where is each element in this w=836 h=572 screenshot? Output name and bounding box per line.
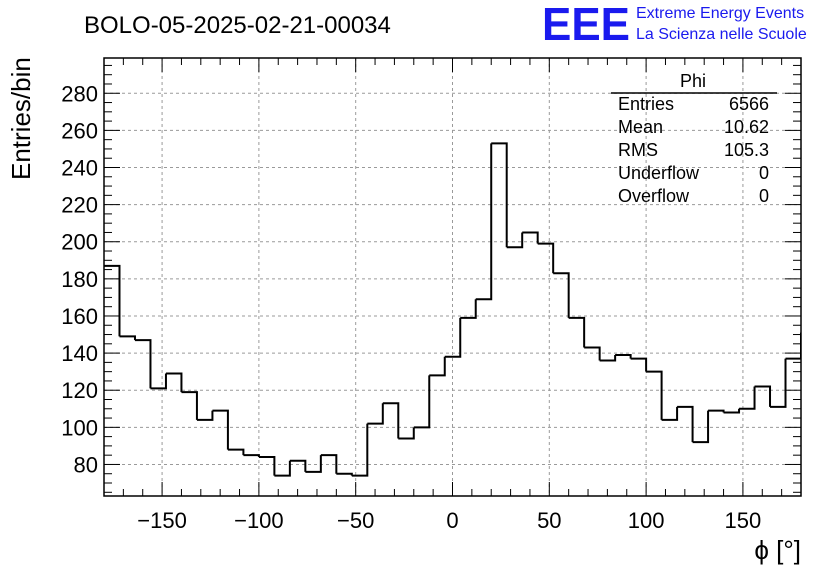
stats-value: 105.3	[724, 140, 769, 160]
histogram-bins	[104, 142, 801, 477]
histogram-bin	[615, 353, 632, 359]
y-axis-title: Entries/bin	[6, 57, 36, 180]
histogram-bin	[475, 143, 493, 301]
y-tick-label: 220	[61, 193, 98, 218]
x-axis-title: ϕ [°]	[754, 535, 801, 565]
histogram-bin	[104, 264, 121, 337]
y-tick-label: 140	[61, 341, 98, 366]
y-tick-label: 260	[61, 118, 98, 143]
histogram-bin	[413, 375, 431, 429]
histogram-bin	[305, 455, 322, 473]
histogram-bin	[243, 454, 260, 458]
stats-label: Underflow	[618, 163, 700, 183]
histogram-bin	[677, 405, 694, 443]
histogram-bin	[754, 385, 772, 407]
grid-layer	[104, 58, 801, 496]
histogram-bin	[367, 403, 384, 425]
y-tick-label: 180	[61, 267, 98, 292]
x-tick-label: 50	[537, 508, 561, 533]
histogram-bin	[444, 317, 462, 358]
tick-label-layer: −150 −100 −50 0 50 100 150 80 100 120 140 160 180 200…	[61, 81, 761, 533]
y-tick-label: 200	[61, 230, 98, 255]
histogram-bin	[134, 339, 152, 389]
x-tick-label: −150	[137, 508, 187, 533]
histogram-bin	[568, 316, 586, 348]
x-tick-label: 100	[628, 508, 665, 533]
y-tick-label: 120	[61, 378, 98, 403]
x-tick-label: −50	[337, 508, 374, 533]
histogram-bin	[227, 448, 245, 456]
histogram-bin	[584, 346, 601, 361]
stats-box: Phi Entries 6566 Mean 10.62 RMS 105.3 Underflo…	[611, 71, 777, 206]
histogram-bin	[770, 358, 787, 408]
histogram-bin	[351, 423, 369, 477]
y-tick-label: 160	[61, 304, 98, 329]
eee-logo-line2: La Scienza nelle Scuole	[636, 26, 807, 43]
histogram-bin	[258, 456, 276, 476]
histogram-bin	[723, 408, 741, 414]
eee-logo: EEE Extreme Energy Events La Scienza nel…	[542, 0, 807, 50]
stats-label: Entries	[618, 94, 674, 114]
histogram-bin	[646, 370, 663, 420]
y-tick-label: 100	[61, 415, 98, 440]
histogram-bin	[785, 332, 801, 360]
histogram-bin	[119, 335, 136, 341]
histogram-bin	[708, 409, 725, 413]
stats-label: Mean	[618, 117, 663, 137]
tick-layer	[103, 58, 802, 496]
histogram-bin	[196, 410, 214, 421]
histogram-bin	[336, 472, 353, 476]
histogram-bin	[491, 142, 508, 248]
histogram-bin	[553, 272, 570, 318]
y-tick-label: 280	[61, 81, 98, 106]
histogram-bin	[630, 357, 648, 372]
histogram-bin	[181, 391, 198, 420]
histogram-bin	[537, 242, 555, 274]
histogram-bin	[398, 427, 415, 440]
histogram-bin	[599, 354, 617, 362]
x-tick-label: −100	[234, 508, 284, 533]
histogram-bin	[165, 372, 183, 393]
histogram-bin	[212, 409, 229, 450]
histogram-layer	[104, 142, 801, 477]
histogram-bin	[522, 231, 539, 244]
histogram-bin	[150, 373, 167, 390]
x-tick-label: 0	[446, 508, 458, 533]
histogram-bin	[739, 386, 756, 410]
stats-label: RMS	[618, 140, 658, 160]
histogram-bin	[661, 406, 679, 421]
eee-logo-mark: EEE	[542, 0, 630, 50]
chart-title: BOLO-05-2025-02-21-00034	[84, 12, 391, 39]
x-tick-label: 150	[725, 508, 762, 533]
histogram-bin	[692, 410, 710, 444]
histogram-bin	[289, 459, 307, 472]
stats-rows: Entries 6566 Mean 10.62 RMS 105.3 Underflow 0 Ov…	[618, 94, 769, 206]
histogram-bin	[506, 232, 524, 249]
histogram-bin	[460, 299, 477, 319]
stats-value: 10.62	[724, 117, 769, 137]
stats-label: Overflow	[618, 186, 690, 206]
histogram-bin	[274, 460, 291, 477]
eee-logo-line1: Extreme Energy Events	[636, 5, 804, 22]
histogram-bin	[382, 402, 400, 439]
stats-title: Phi	[680, 71, 706, 91]
y-tick-label: 240	[61, 156, 98, 181]
y-tick-label: 80	[74, 452, 98, 477]
stats-value: 6566	[729, 94, 769, 114]
stats-value: 0	[759, 186, 769, 206]
stats-value: 0	[759, 163, 769, 183]
histogram-bin	[320, 454, 338, 474]
histogram-bin	[429, 356, 446, 377]
